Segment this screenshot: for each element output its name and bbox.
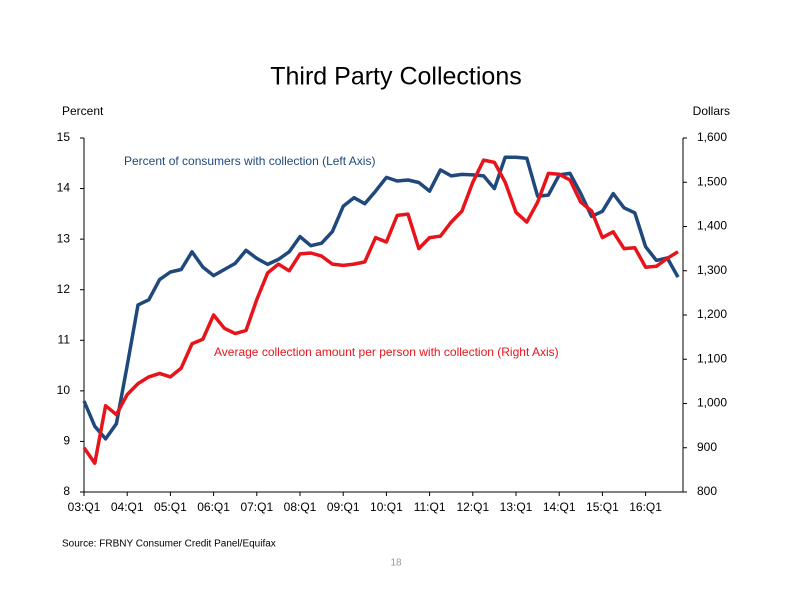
y2-tick-label: 1,200 (697, 307, 727, 321)
y-tick-label: 10 (57, 383, 71, 397)
y2-tick-label: 1,600 (697, 130, 727, 144)
y-tick-label: 13 (57, 231, 71, 245)
x-tick-label: 09:Q1 (327, 500, 360, 514)
source-note: Source: FRBNY Consumer Credit Panel/Equi… (62, 539, 276, 550)
y2-tick-label: 1,300 (697, 263, 727, 277)
x-tick-label: 04:Q1 (111, 500, 144, 514)
y-tick-label: 8 (63, 484, 70, 498)
x-tick-label: 06:Q1 (197, 500, 230, 514)
x-tick-label: 11:Q1 (414, 500, 446, 514)
x-tick-label: 12:Q1 (456, 500, 489, 514)
x-tick-label: 10:Q1 (370, 500, 403, 514)
x-tick-label: 03:Q1 (68, 500, 101, 514)
chart-title: Third Party Collections (270, 63, 521, 91)
series-line (82, 158, 679, 465)
series-line (82, 155, 680, 441)
x-tick-label: 16:Q1 (629, 500, 662, 514)
y2-tick-label: 900 (697, 440, 717, 454)
y-axis-label: Percent (62, 104, 104, 118)
page-number: 18 (390, 558, 402, 569)
series-annotation: Percent of consumers with collection (Le… (124, 154, 375, 168)
y-tick-label: 12 (57, 282, 71, 296)
series-annotation: Average collection amount per person wit… (214, 345, 559, 359)
x-tick-label: 05:Q1 (154, 500, 187, 514)
x-tick-label: 13:Q1 (500, 500, 533, 514)
x-tick-label: 15:Q1 (586, 500, 619, 514)
y2-tick-label: 1,500 (697, 174, 727, 188)
y2-tick-label: 1,000 (697, 396, 727, 410)
y-tick-label: 15 (57, 130, 71, 144)
y2-tick-label: 800 (697, 484, 717, 498)
y2-axis-label: Dollars (693, 104, 730, 118)
y-tick-label: 11 (58, 332, 71, 346)
x-tick-label: 08:Q1 (284, 500, 317, 514)
x-tick-label: 07:Q1 (240, 500, 273, 514)
y2-tick-label: 1,400 (697, 219, 727, 233)
y-tick-label: 14 (57, 181, 71, 195)
y-tick-label: 9 (63, 434, 70, 448)
y2-tick-label: 1,100 (697, 351, 727, 365)
x-tick-label: 14:Q1 (543, 500, 576, 514)
